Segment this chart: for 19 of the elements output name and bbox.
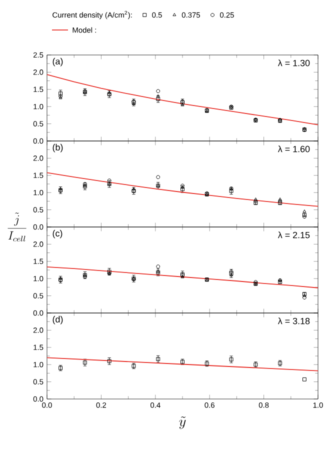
- x-axis-title: $\tilde{y}$: [179, 416, 186, 429]
- annotation: (a): [52, 58, 63, 66]
- annotation: λ = 1.60: [278, 146, 310, 152]
- point: [302, 296, 306, 300]
- point: [82, 360, 87, 364]
- point: [156, 175, 160, 180]
- annotation: λ = 2.15: [278, 232, 310, 238]
- point: [180, 99, 184, 104]
- annotation: λ = 3.18: [278, 318, 310, 324]
- annotation: (d): [52, 316, 63, 324]
- point: [302, 377, 306, 382]
- point: [58, 366, 62, 370]
- annotation: (c): [52, 230, 62, 238]
- y-axis-title: $\frac{\tilde{j}}{I_{cell}}$: [8, 212, 26, 242]
- point: [302, 210, 306, 213]
- point: [156, 89, 160, 94]
- annotation: λ = 1.30: [278, 60, 310, 66]
- line-series: [46, 172, 318, 207]
- annotation: (b): [52, 144, 63, 152]
